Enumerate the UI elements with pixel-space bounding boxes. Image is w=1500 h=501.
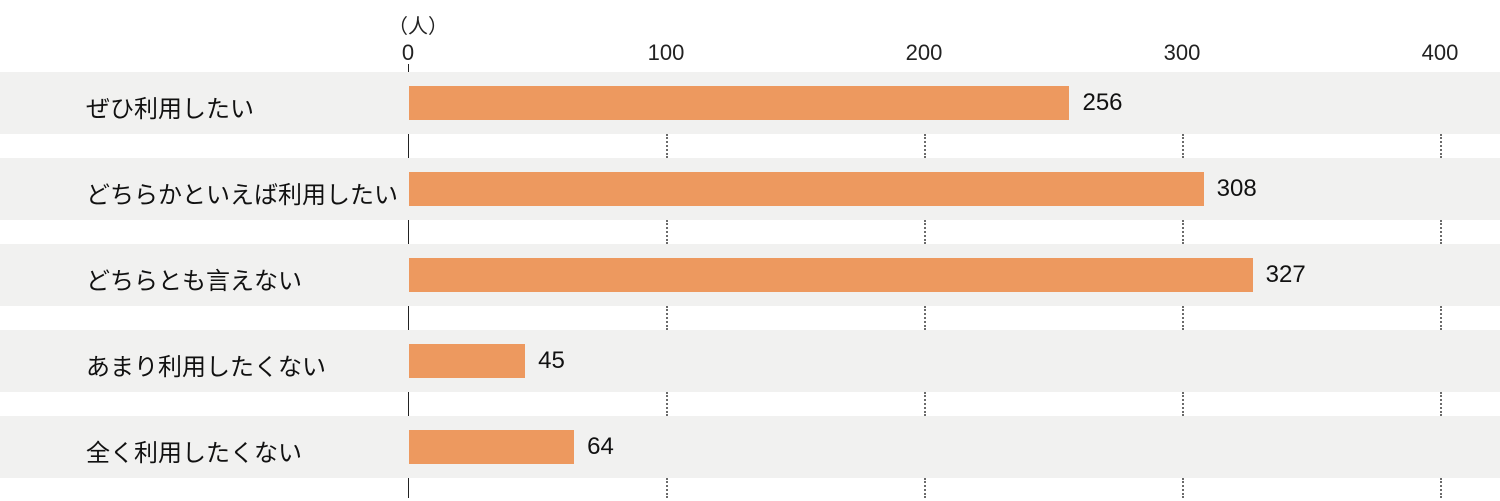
value-label: 64 (587, 433, 614, 461)
value-label: 308 (1217, 175, 1257, 203)
category-label: どちらかといえば利用したい (86, 175, 398, 210)
x-tick-label: 100 (648, 40, 685, 66)
axis-unit-label: （人） (388, 10, 448, 39)
x-tick-label: 400 (1422, 40, 1459, 66)
bar (409, 344, 525, 378)
bar (409, 258, 1253, 292)
bar (409, 86, 1069, 120)
value-label: 327 (1266, 261, 1306, 289)
x-tick-label: 200 (906, 40, 943, 66)
category-label: どちらとも言えない (86, 261, 302, 296)
category-label: ぜひ利用したい (86, 89, 254, 124)
horizontal-bar-chart: （人） 0 100 200 300 400 ぜひ利用したい 256 どちらかといえば利用したい… (0, 0, 1500, 501)
value-label: 45 (538, 347, 565, 375)
x-tick-label: 0 (402, 40, 414, 66)
value-label: 256 (1082, 89, 1122, 117)
bar (409, 172, 1204, 206)
x-tick-label: 300 (1164, 40, 1201, 66)
category-label: 全く利用したくない (86, 433, 302, 468)
bar (409, 430, 574, 464)
category-label: あまり利用したくない (86, 347, 326, 382)
